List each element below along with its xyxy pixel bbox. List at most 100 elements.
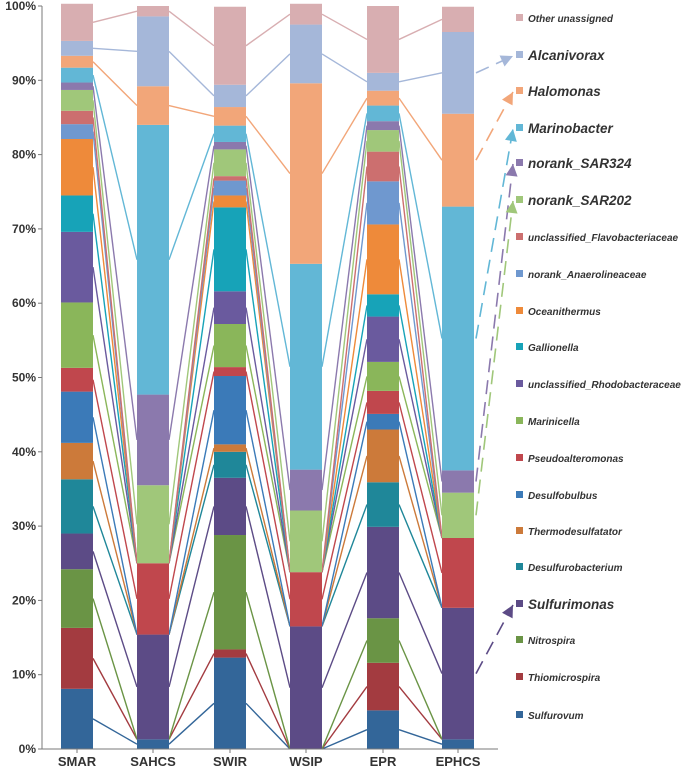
- legend-label-nitrospira: Nitrospira: [528, 636, 576, 647]
- legend-swatch-marinicella: [516, 417, 523, 424]
- bar-swir-thermodesulfatator: [214, 444, 246, 452]
- connector-nitrospira: [245, 592, 291, 750]
- legend-label-marinobacter: Marinobacter: [528, 121, 614, 136]
- bar-smar-gallionella: [61, 195, 93, 232]
- legend-swatch-alcanivorax: [516, 51, 523, 58]
- bar-smar-nitrospira: [61, 569, 93, 628]
- connector-marinobacter: [321, 113, 368, 367]
- bar-wsip-pseudoalteromonas: [290, 572, 322, 627]
- connector-alcanivorax: [168, 50, 215, 97]
- connector-marinicella: [321, 376, 368, 573]
- legend-swatch-oceanithermus: [516, 307, 523, 314]
- bar-swir-desulfurobacterium: [214, 451, 246, 478]
- bar-epr-thermodesulfatator: [367, 429, 399, 483]
- bar-swir-halomonas: [214, 107, 246, 126]
- bar-smar-unclassified-flavobacteriaceae: [61, 110, 93, 125]
- connector-unclassified-flavobacteriaceae: [168, 178, 215, 564]
- bar-ephcs-marinobacter: [442, 206, 474, 471]
- connector-gallionella: [321, 305, 368, 573]
- connector-halomonas: [398, 97, 443, 161]
- legend-swatch-nitrospira: [516, 636, 523, 643]
- bar-smar-marinobacter: [61, 67, 93, 83]
- connector-sulfurimonas: [398, 572, 443, 674]
- legend-swatch-thermodesulfatator: [516, 527, 523, 534]
- connector-sulfurimonas: [245, 506, 291, 688]
- bar-swir-unclassified-rhodobacteraceae: [214, 291, 246, 325]
- connector-desulfobulbus: [245, 410, 291, 627]
- connector-desulfobulbus: [398, 421, 443, 608]
- bar-ephcs-sulfurimonas: [442, 607, 474, 740]
- legend-label-alcanivorax: Alcanivorax: [527, 48, 605, 63]
- bar-ephcs-other-unassigned: [442, 6, 474, 33]
- bar-wsip-sulfurimonas: [290, 626, 322, 749]
- connector-sulfurovum: [92, 718, 138, 745]
- bar-wsip-marinobacter: [290, 263, 322, 470]
- connector-thermodesulfatator: [321, 455, 368, 627]
- connector-marinicella: [168, 345, 215, 564]
- connector-nitrospira: [398, 640, 443, 740]
- connector-thiomicrospira: [245, 653, 291, 750]
- bar-smar-thiomicrospira: [61, 627, 93, 689]
- connector-sulfurovum: [245, 702, 291, 750]
- connector-gallionella: [245, 249, 291, 573]
- y-tick-label: 0%: [19, 742, 37, 756]
- connector-halomonas: [168, 104, 215, 118]
- legend-swatch-sulfurimonas: [516, 600, 523, 607]
- bar-smar-norank-sar324: [61, 82, 93, 90]
- bar-epr-marinobacter: [367, 105, 399, 122]
- legend-swatch-thiomicrospira: [516, 673, 523, 680]
- legend-swatch-norank-sar324: [516, 159, 523, 166]
- connector-nitrospira: [168, 592, 215, 740]
- legend-swatch-desulfobulbus: [516, 491, 523, 498]
- bar-smar-desulfurobacterium: [61, 479, 93, 534]
- connector-thermodesulfatator: [168, 447, 215, 635]
- bar-smar-desulfobulbus: [61, 391, 93, 443]
- y-tick-label: 50%: [12, 371, 36, 385]
- bar-smar-sulfurovum: [61, 688, 93, 749]
- connector-norank-sar202: [398, 140, 443, 516]
- connector-other-unassigned: [321, 13, 368, 41]
- legend-label-oceanithermus: Oceanithermus: [528, 307, 601, 318]
- legend-swatch-halomonas: [516, 87, 523, 94]
- arrow-line-norank-sar324: [475, 163, 514, 482]
- bar-epr-halomonas: [367, 90, 399, 106]
- connector-other-unassigned: [245, 13, 291, 47]
- legend-swatch-norank-sar202: [516, 196, 523, 203]
- connector-norank-sar202: [168, 162, 215, 525]
- y-tick-label: 40%: [12, 445, 36, 459]
- connector-thiomicrospira: [92, 658, 138, 740]
- bar-smar-norank-anaerolineaceae: [61, 124, 93, 139]
- legend-swatch-desulfurobacterium: [516, 563, 523, 570]
- bar-smar-other-unassigned: [61, 3, 93, 41]
- bar-epr-other-unassigned: [367, 6, 399, 73]
- arrow-head-norank-sar324: [505, 164, 518, 177]
- y-tick-label: 10%: [12, 668, 36, 682]
- bar-epr-desulfurobacterium: [367, 482, 399, 527]
- connector-nitrospira: [321, 640, 368, 750]
- connector-unclassified-rhodobacteraceae: [245, 307, 291, 573]
- bar-smar-halomonas: [61, 55, 93, 68]
- legend-swatch-unclassified-rhodobacteraceae: [516, 380, 523, 387]
- y-tick-label: 60%: [12, 296, 36, 310]
- connector-pseudoalteromonas: [92, 379, 138, 600]
- legend-swatch-sulfurovum: [516, 711, 523, 718]
- bar-sahcs-halomonas: [137, 86, 169, 125]
- legend-label-norank-sar324: norank_SAR324: [528, 156, 632, 171]
- legend-swatch-pseudoalteromonas: [516, 454, 523, 461]
- bar-ephcs-norank-sar202: [442, 492, 474, 538]
- bar-swir-norank-sar324: [214, 141, 246, 150]
- connector-thermodesulfatator: [398, 455, 443, 609]
- arrow-head-alcanivorax: [499, 55, 513, 67]
- connector-marinicella: [398, 376, 443, 539]
- connector-pseudoalteromonas: [245, 371, 291, 600]
- legend-label-marinicella: Marinicella: [528, 417, 580, 428]
- connector-marinobacter: [245, 133, 291, 367]
- connector-gallionella: [168, 249, 215, 564]
- legend-label-thiomicrospira: Thiomicrospira: [528, 673, 601, 684]
- bar-ephcs-sulfurovum: [442, 739, 474, 749]
- connector-unclassified-rhodobacteraceae: [321, 339, 368, 573]
- legend-label-halomonas: Halomonas: [528, 84, 601, 99]
- bar-swir-thiomicrospira: [214, 649, 246, 658]
